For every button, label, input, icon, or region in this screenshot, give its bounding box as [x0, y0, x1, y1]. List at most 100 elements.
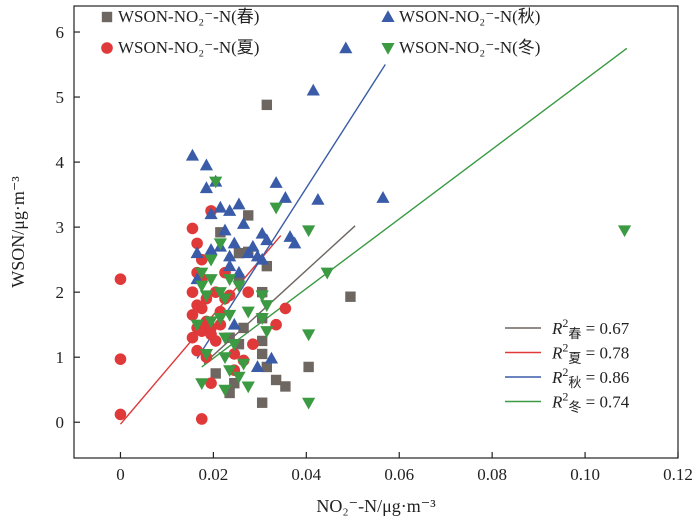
- plot-frame: [73, 5, 679, 459]
- data-point: [223, 365, 237, 378]
- data-point: [269, 176, 283, 188]
- y-axis: 0 1 2 3 4 5 6: [56, 23, 80, 432]
- data-point: [229, 378, 240, 389]
- data-point: [199, 181, 214, 194]
- data-point: [213, 238, 227, 251]
- data-point: [376, 191, 390, 203]
- data-point: [223, 309, 237, 322]
- data-point: [223, 274, 237, 286]
- data-point: [320, 267, 334, 280]
- data-point: [261, 361, 273, 373]
- data-point: [311, 193, 325, 205]
- data-point: [205, 377, 217, 390]
- series-3: [190, 176, 632, 410]
- data-point: [232, 280, 246, 293]
- x-tick-label: 0: [116, 465, 125, 484]
- data-point: [278, 191, 292, 203]
- data-point: [223, 204, 237, 216]
- data-point: [264, 351, 279, 364]
- data-point: [232, 371, 246, 384]
- data-point: [302, 329, 316, 342]
- data-point: [233, 273, 245, 285]
- y-tick-label: 2: [56, 283, 65, 302]
- data-point: [199, 158, 214, 171]
- data-point: [195, 413, 208, 425]
- data-point: [280, 381, 291, 392]
- legend-item: WSON-NO₂⁻-N(冬): [381, 38, 540, 57]
- data-point: [185, 148, 200, 161]
- legend-marker: [101, 11, 113, 23]
- fit-legend-item: R2秋 = 0.86: [505, 365, 629, 390]
- data-point: [223, 249, 237, 262]
- data-point: [270, 318, 282, 331]
- data-point: [302, 225, 316, 238]
- data-point: [261, 99, 273, 111]
- legend-item: WSON-NO₂⁻-N(夏): [101, 38, 259, 57]
- fit-line-2: [196, 64, 386, 359]
- data-point: [236, 358, 251, 371]
- fit-legend-label: R2春 = 0.67: [551, 316, 630, 341]
- y-tick-label: 1: [56, 348, 65, 367]
- data-point: [279, 302, 292, 315]
- legend-marker: [381, 43, 395, 55]
- data-point: [339, 41, 353, 54]
- data-point: [283, 230, 297, 242]
- data-point: [195, 378, 209, 391]
- data-point: [223, 259, 237, 272]
- legend-item: WSON-NO₂⁻-N(春): [101, 7, 259, 26]
- data-point: [199, 290, 214, 303]
- series-2: [185, 41, 390, 372]
- data-point: [204, 243, 218, 255]
- x-tick-label: 0.04: [291, 465, 321, 484]
- legend-label: WSON-NO₂⁻-N(秋): [399, 7, 540, 26]
- data-point: [213, 200, 227, 213]
- y-axis-title: WSON/μg·m⁻³: [8, 176, 28, 288]
- data-point: [195, 302, 208, 315]
- data-point: [246, 239, 260, 252]
- data-point: [260, 326, 274, 338]
- x-tick-label: 0.10: [570, 465, 600, 484]
- data-point: [617, 225, 632, 238]
- data-point: [210, 368, 221, 379]
- legend-marker: [381, 10, 395, 22]
- fit-legend-item: R2冬 = 0.74: [505, 390, 630, 415]
- data-point: [260, 300, 274, 312]
- x-tick-label: 0.12: [663, 465, 693, 484]
- series-legend: WSON-NO₂⁻-N(春) WSON-NO₂⁻-N(夏) WSON-NO₂⁻-N(…: [101, 7, 540, 57]
- data-point: [236, 217, 251, 229]
- data-point: [256, 335, 268, 347]
- data-point: [209, 176, 223, 189]
- y-tick-label: 0: [56, 413, 65, 432]
- data-point: [224, 332, 235, 343]
- x-axis-title: NO₂⁻-N/μg·m⁻³: [316, 496, 436, 516]
- legend-label: WSON-NO₂⁻-N(冬): [399, 38, 540, 57]
- data-point: [204, 274, 218, 286]
- data-point: [213, 313, 227, 325]
- data-point: [255, 313, 269, 325]
- x-tick-label: 0.02: [199, 465, 229, 484]
- data-point: [233, 247, 245, 259]
- data-point: [233, 338, 245, 350]
- fit-line-3: [201, 47, 628, 368]
- data-point: [256, 397, 268, 408]
- data-point: [255, 252, 269, 265]
- data-point: [190, 246, 204, 259]
- legend-label: WSON-NO₂⁻-N(夏): [118, 38, 259, 57]
- y-tick-label: 6: [56, 23, 65, 42]
- data-point: [241, 306, 255, 319]
- data-point: [303, 361, 314, 373]
- fit-legend-item: R2夏 = 0.78: [505, 341, 629, 366]
- fit-legend-label: R2冬 = 0.74: [551, 390, 630, 415]
- data-point: [255, 226, 269, 239]
- data-point: [242, 286, 255, 298]
- data-point: [227, 317, 241, 330]
- data-point: [232, 197, 246, 210]
- y-tick-label: 5: [56, 88, 65, 107]
- data-point: [218, 293, 232, 306]
- data-point: [241, 246, 255, 259]
- data-point: [269, 202, 283, 215]
- data-point: [255, 290, 269, 303]
- x-tick-label: 0.06: [384, 465, 414, 484]
- data-point: [218, 384, 232, 397]
